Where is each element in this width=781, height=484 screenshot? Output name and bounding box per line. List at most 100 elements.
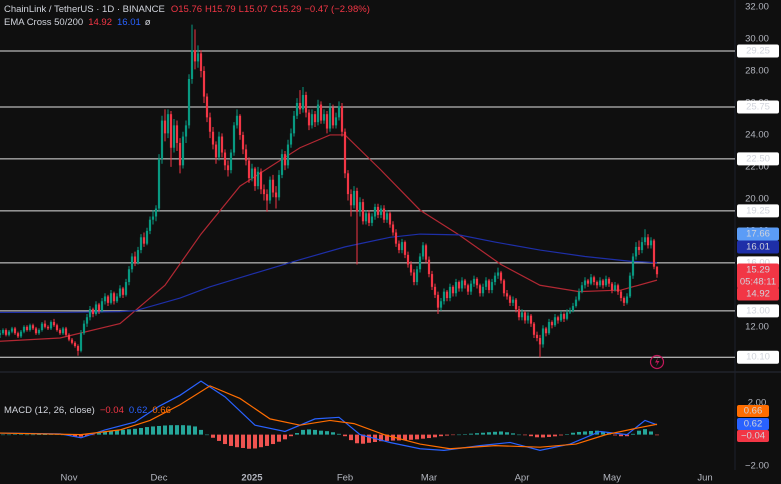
candle-body <box>319 104 323 121</box>
macd-histogram-bar <box>481 432 485 435</box>
price-label-box <box>737 287 779 301</box>
candle-body <box>526 315 530 321</box>
macd-histogram-bar <box>169 425 173 435</box>
macd-value-label: 0.66 <box>744 406 763 417</box>
macd-histogram-bar <box>313 429 317 435</box>
level-label: 10.10 <box>746 352 770 363</box>
candle-body <box>547 322 551 334</box>
macd-histogram-bar <box>271 434 275 445</box>
candle-body <box>16 333 20 337</box>
y-tick-label: 22.00 <box>745 161 769 172</box>
candle-body <box>487 280 491 291</box>
candle-body <box>166 114 170 134</box>
candle-body <box>1 330 5 334</box>
candle-body <box>310 114 314 126</box>
candle-body <box>361 202 365 222</box>
candle-body <box>625 296 629 303</box>
candle-body <box>94 304 98 315</box>
candle-body <box>442 291 446 302</box>
candle-body <box>496 272 500 276</box>
macd-histogram-bar <box>73 434 77 437</box>
macd-histogram-bar <box>523 434 527 436</box>
candle-body <box>34 328 38 334</box>
macd-histogram-bar <box>7 434 11 436</box>
candle-body <box>286 144 290 166</box>
macd-histogram-bar <box>307 429 311 435</box>
candle-body <box>655 266 659 275</box>
macd-tick-label: −2.00 <box>745 461 769 472</box>
candle-body <box>307 112 311 126</box>
level-label-box <box>737 204 779 218</box>
candle-body <box>148 219 152 231</box>
candle-body <box>421 245 425 257</box>
level-label: 22.50 <box>746 153 770 164</box>
candle-body <box>133 256 137 263</box>
x-tick-label: Mar <box>421 473 437 484</box>
candle-body <box>418 256 422 270</box>
candle-body <box>514 299 518 310</box>
candle-body <box>274 192 278 198</box>
candle-body <box>532 323 536 335</box>
macd-value-label: 0.62 <box>744 419 763 430</box>
countdown: 05:48:11 <box>740 277 776 288</box>
candle-body <box>10 328 14 332</box>
level-label-box <box>737 152 779 166</box>
candle-body <box>184 125 188 137</box>
candle-body <box>244 149 248 161</box>
candle-body <box>493 275 497 283</box>
macd-histogram-bar <box>193 426 197 435</box>
macd-histogram-bar <box>103 431 107 435</box>
candle-body <box>499 272 503 281</box>
macd-histogram-bar <box>205 434 209 436</box>
candle-body <box>61 328 65 334</box>
level-label-box <box>737 350 779 364</box>
candle-body <box>97 304 101 311</box>
price-label: 17.66 <box>746 229 770 240</box>
candle-body <box>295 102 299 116</box>
macd-histogram-bar <box>259 434 263 448</box>
macd-title: MACD (12, 26, close) <box>4 405 95 416</box>
macd-legend-value: 0.66 <box>152 405 171 416</box>
candle-body <box>124 282 128 295</box>
macd-histogram-bar <box>535 434 539 438</box>
macd-histogram-bar <box>187 425 191 435</box>
candle-body <box>571 306 575 311</box>
candle-body <box>331 107 335 126</box>
candle-body <box>403 242 407 255</box>
candle-body <box>250 168 254 179</box>
candle-body <box>229 152 233 171</box>
macd-histogram-bar <box>331 432 335 435</box>
candle-body <box>0 333 2 335</box>
candle-body <box>448 286 452 299</box>
candle-body <box>616 285 620 292</box>
candle-body <box>502 280 506 294</box>
candle-body <box>73 342 77 347</box>
macd-histogram-bar <box>181 425 185 435</box>
macd-histogram-bar <box>499 431 503 435</box>
candle-body <box>565 312 569 319</box>
axes: 32.0030.0028.0026.0024.0022.0020.0018.00… <box>61 2 779 484</box>
candle-body <box>469 283 473 292</box>
candle-body <box>517 309 521 318</box>
macd-histogram-bar <box>43 434 47 435</box>
ohlc-value: H15.79 <box>205 4 236 15</box>
x-tick-label: Dec <box>151 473 168 484</box>
x-tick-label: Jun <box>697 473 712 484</box>
macd-histogram-bar <box>379 434 383 442</box>
level-label: 29.25 <box>746 46 770 57</box>
candle-body <box>619 291 623 299</box>
candle-body <box>472 278 476 284</box>
candle-body <box>85 317 89 324</box>
macd-histogram-bar <box>199 429 203 435</box>
candle-body <box>190 50 194 79</box>
macd-histogram-bar <box>175 425 179 435</box>
macd-line <box>0 385 658 450</box>
candle-body <box>613 285 617 291</box>
symbol: ChainLink / TetherUS · 1D · BINANCE <box>4 4 165 15</box>
candle-body <box>253 168 257 187</box>
macd-pane <box>0 380 659 451</box>
candle-body <box>511 299 515 303</box>
alert-icon <box>649 354 665 370</box>
candle-body <box>355 190 359 212</box>
macd-histogram-bar <box>517 434 521 436</box>
